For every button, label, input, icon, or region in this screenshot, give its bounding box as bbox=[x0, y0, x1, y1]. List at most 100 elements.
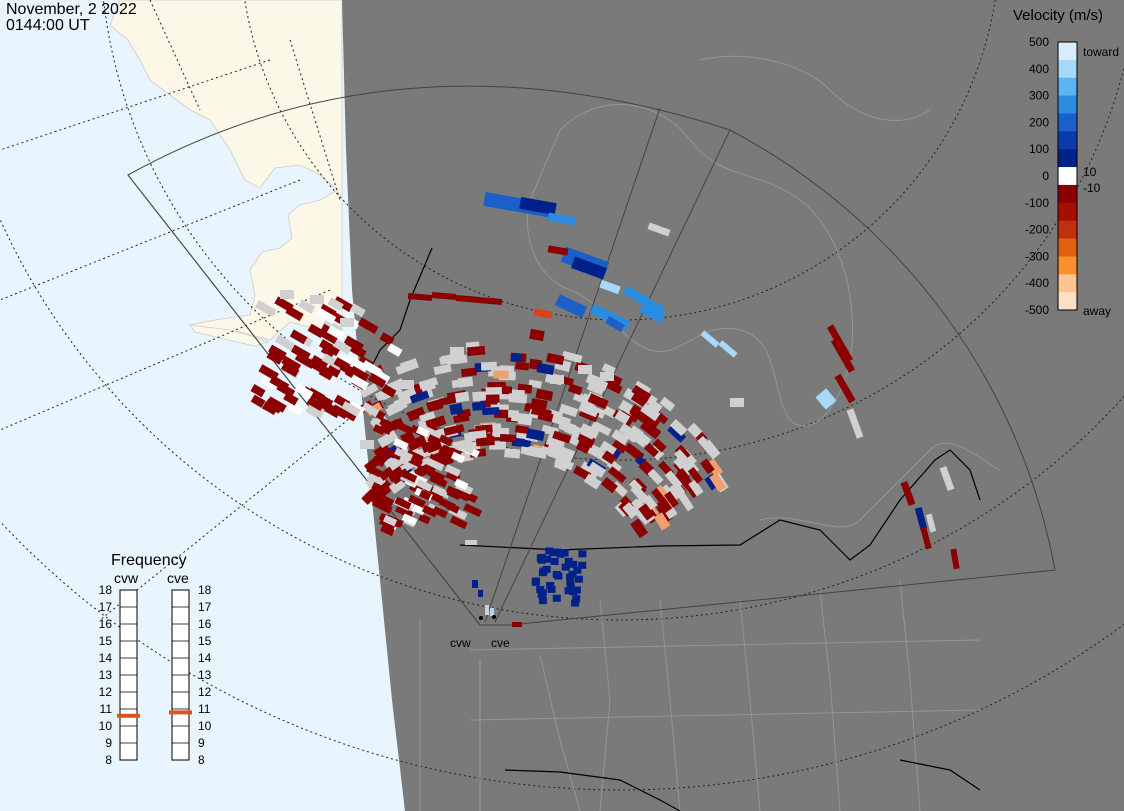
scatter-cell bbox=[430, 492, 444, 504]
scatter-cell bbox=[629, 404, 646, 420]
colorbar-segment bbox=[1058, 77, 1077, 97]
scatter-cell bbox=[341, 400, 361, 417]
scatter-cell bbox=[659, 396, 676, 412]
header-date: November, 2 2022 bbox=[6, 1, 137, 18]
scatter-cell bbox=[361, 401, 380, 418]
colorbar-segment bbox=[1058, 202, 1077, 222]
frequency-tick-label: 18 bbox=[99, 583, 113, 597]
frequency-tick-label: 17 bbox=[198, 600, 212, 614]
colorbar-tick-label: -400 bbox=[1025, 276, 1049, 290]
radar-label-cvw: cvw bbox=[450, 636, 471, 650]
scatter-cell bbox=[538, 597, 547, 605]
scatter-cell bbox=[631, 384, 652, 402]
velocity-colorbar bbox=[1058, 42, 1077, 311]
scatter-cell bbox=[547, 585, 556, 593]
scatter-cell bbox=[372, 424, 386, 436]
scatter-cell bbox=[306, 396, 325, 412]
scatter-cell bbox=[677, 491, 694, 512]
scatter-cell bbox=[950, 548, 960, 570]
colorbar-tick-label: 200 bbox=[1029, 115, 1049, 129]
frequency-tick-label: 16 bbox=[198, 617, 212, 631]
scatter-cell bbox=[531, 577, 540, 585]
scatter-cell bbox=[697, 435, 715, 455]
scatter-cell bbox=[718, 340, 738, 358]
scatter-cell bbox=[379, 332, 395, 346]
scatter-cell bbox=[460, 367, 477, 378]
scatter-cell bbox=[508, 393, 528, 404]
scatter-cell bbox=[482, 407, 500, 415]
scatter-cell bbox=[578, 401, 600, 418]
scatter-cell bbox=[269, 375, 290, 392]
scatter-cell bbox=[550, 557, 559, 565]
scatter-cell bbox=[371, 481, 385, 493]
scatter-cell bbox=[431, 291, 457, 301]
scatter-cell bbox=[633, 429, 652, 446]
scatter-cell bbox=[667, 424, 687, 443]
scatter-cell bbox=[536, 362, 555, 375]
scatter-cell bbox=[465, 540, 477, 545]
scatter-cell bbox=[319, 303, 337, 319]
scatter-cell bbox=[664, 491, 679, 508]
scatter-cell bbox=[396, 387, 417, 401]
scatter-cell bbox=[552, 430, 572, 444]
scatter-cell bbox=[260, 375, 277, 390]
scatter-cell bbox=[379, 423, 393, 435]
scatter-cell bbox=[480, 361, 498, 371]
scatter-cell bbox=[554, 572, 563, 580]
scatter-cell bbox=[537, 556, 546, 564]
frequency-tick-label: 12 bbox=[198, 685, 212, 699]
scatter-cell bbox=[653, 512, 671, 531]
frequency-tick-label: 11 bbox=[198, 702, 211, 716]
scatter-cell bbox=[320, 344, 336, 358]
frequency-title: Frequency bbox=[111, 552, 187, 569]
scatter-cell bbox=[378, 466, 395, 481]
colorbar-away-label: away bbox=[1083, 304, 1111, 318]
scatter-cell bbox=[846, 408, 864, 439]
scatter-cell bbox=[688, 479, 704, 497]
scatter-cell bbox=[647, 222, 671, 237]
scatter-cell bbox=[268, 344, 287, 361]
scatter-cell bbox=[458, 441, 475, 455]
scatter-cell bbox=[630, 518, 649, 539]
scatter-cell bbox=[559, 403, 579, 418]
scatter-cell bbox=[389, 449, 403, 461]
longitude-lines bbox=[0, 0, 361, 621]
scatter-cell bbox=[320, 329, 339, 345]
scatter-cell bbox=[485, 393, 500, 403]
scatter-cell bbox=[652, 438, 667, 453]
scatter-cell bbox=[530, 398, 548, 410]
scatter-cell bbox=[318, 367, 334, 381]
scatter-cell bbox=[415, 464, 429, 476]
scatter-cell bbox=[250, 394, 266, 408]
scatter-cell bbox=[600, 477, 618, 494]
scatter-cell bbox=[599, 440, 617, 457]
scatter-cell bbox=[554, 456, 575, 471]
scatter-cell bbox=[554, 294, 588, 318]
radar-fov bbox=[127, 85, 1056, 626]
coastlines-night bbox=[419, 55, 1001, 811]
scatter-cell bbox=[622, 502, 639, 519]
scatter-cell bbox=[426, 441, 443, 454]
scatter-cell bbox=[591, 420, 612, 437]
scatter-cell bbox=[578, 434, 596, 449]
colorbar-segment bbox=[1058, 238, 1077, 257]
colorbar-segment bbox=[1058, 95, 1077, 114]
scatter-cell bbox=[669, 481, 686, 499]
scatter-cell bbox=[600, 372, 614, 381]
scatter-cell bbox=[628, 478, 643, 493]
scatter-cell bbox=[394, 504, 414, 519]
colorbar-segment bbox=[1058, 256, 1077, 275]
colorbar-title: Velocity (m/s) bbox=[1013, 7, 1103, 24]
scatter-cell bbox=[939, 466, 955, 491]
scatter-cell bbox=[406, 406, 426, 422]
frequency-tick-label: 14 bbox=[99, 651, 113, 665]
scatter-cell bbox=[512, 354, 522, 361]
scatter-cell bbox=[700, 330, 720, 348]
scatter-cell bbox=[490, 608, 494, 616]
frequency-tick-label: 13 bbox=[99, 668, 113, 682]
scatter-cell bbox=[830, 338, 856, 373]
frequency-marker bbox=[117, 713, 140, 718]
scatter-cell bbox=[371, 455, 386, 468]
scatter-cell bbox=[399, 358, 419, 373]
frequency-marker bbox=[169, 710, 192, 715]
